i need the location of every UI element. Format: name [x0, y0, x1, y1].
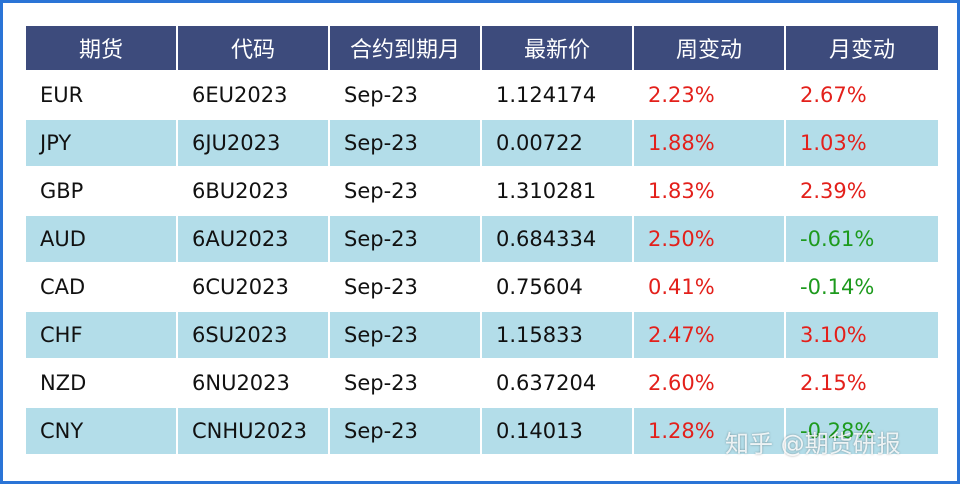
header-cell: 周变动	[634, 26, 784, 72]
table-row: NZD 6NU2023 Sep-23 0.637204 2.60% 2.15%	[26, 360, 938, 408]
header-cell: 期货	[26, 26, 176, 72]
table-cell: 1.15833	[482, 312, 632, 360]
table-cell: 0.684334	[482, 216, 632, 264]
table-row: CAD 6CU2023 Sep-23 0.75604 0.41% -0.14%	[26, 264, 938, 312]
table-cell: 1.124174	[482, 72, 632, 120]
table-cell: 1.03%	[786, 120, 938, 168]
table-cell: 0.14013	[482, 408, 632, 456]
table-cell: EUR	[26, 72, 176, 120]
table-cell: 2.50%	[634, 216, 784, 264]
header-cell: 最新价	[482, 26, 632, 72]
table-cell: Sep-23	[330, 408, 480, 456]
table-cell: 6JU2023	[178, 120, 328, 168]
header-row: 期货 代码 合约到期月 最新价 周变动 月变动	[26, 26, 938, 72]
table-cell: 0.00722	[482, 120, 632, 168]
table-cell: -0.61%	[786, 216, 938, 264]
table-cell: 0.75604	[482, 264, 632, 312]
table: 期货 代码 合约到期月 最新价 周变动 月变动 EUR 6EU2023 Sep-23 1.1241…	[26, 26, 938, 456]
header-cell: 合约到期月	[330, 26, 480, 72]
table-row: CHF 6SU2023 Sep-23 1.15833 2.47% 3.10%	[26, 312, 938, 360]
table-cell: 1.88%	[634, 120, 784, 168]
table-cell: 0.637204	[482, 360, 632, 408]
watermark: 知乎 @期货研报	[725, 430, 901, 458]
table-cell: 6BU2023	[178, 168, 328, 216]
table-row: AUD 6AU2023 Sep-23 0.684334 2.50% -0.61%	[26, 216, 938, 264]
table-cell: 2.15%	[786, 360, 938, 408]
table-cell: -0.28%	[786, 408, 938, 456]
table-cell: CNHU2023	[178, 408, 328, 456]
table-cell: 2.60%	[634, 360, 784, 408]
table-cell: Sep-23	[330, 360, 480, 408]
table-cell: -0.14%	[786, 264, 938, 312]
table-row: EUR 6EU2023 Sep-23 1.124174 2.23% 2.67%	[26, 72, 938, 120]
table-row: JPY 6JU2023 Sep-23 0.00722 1.88% 1.03%	[26, 120, 938, 168]
table-cell: Sep-23	[330, 312, 480, 360]
table-cell: JPY	[26, 120, 176, 168]
table-cell: 1.28%	[634, 408, 784, 456]
table-cell: 1.83%	[634, 168, 784, 216]
table-cell: 0.41%	[634, 264, 784, 312]
table-cell: 6SU2023	[178, 312, 328, 360]
table-row: GBP 6BU2023 Sep-23 1.310281 1.83% 2.39%	[26, 168, 938, 216]
table-cell: 6AU2023	[178, 216, 328, 264]
table-cell: 1.310281	[482, 168, 632, 216]
table-cell: AUD	[26, 216, 176, 264]
table-row: CNY CNHU2023 Sep-23 0.14013 1.28% -0.28%	[26, 408, 938, 456]
table-cell: CAD	[26, 264, 176, 312]
table-cell: 3.10%	[786, 312, 938, 360]
header-cell: 代码	[178, 26, 328, 72]
table-cell: 2.39%	[786, 168, 938, 216]
table-cell: Sep-23	[330, 264, 480, 312]
table-cell: 2.23%	[634, 72, 784, 120]
table-cell: 2.47%	[634, 312, 784, 360]
table-cell: Sep-23	[330, 216, 480, 264]
table-cell: Sep-23	[330, 168, 480, 216]
table-cell: CHF	[26, 312, 176, 360]
table-cell: CNY	[26, 408, 176, 456]
table-cell: 2.67%	[786, 72, 938, 120]
table-cell: 6CU2023	[178, 264, 328, 312]
table-cell: Sep-23	[330, 72, 480, 120]
table-cell: 6NU2023	[178, 360, 328, 408]
table-cell: NZD	[26, 360, 176, 408]
table-cell: GBP	[26, 168, 176, 216]
header-cell: 月变动	[786, 26, 938, 72]
table-cell: 6EU2023	[178, 72, 328, 120]
table-cell: Sep-23	[330, 120, 480, 168]
